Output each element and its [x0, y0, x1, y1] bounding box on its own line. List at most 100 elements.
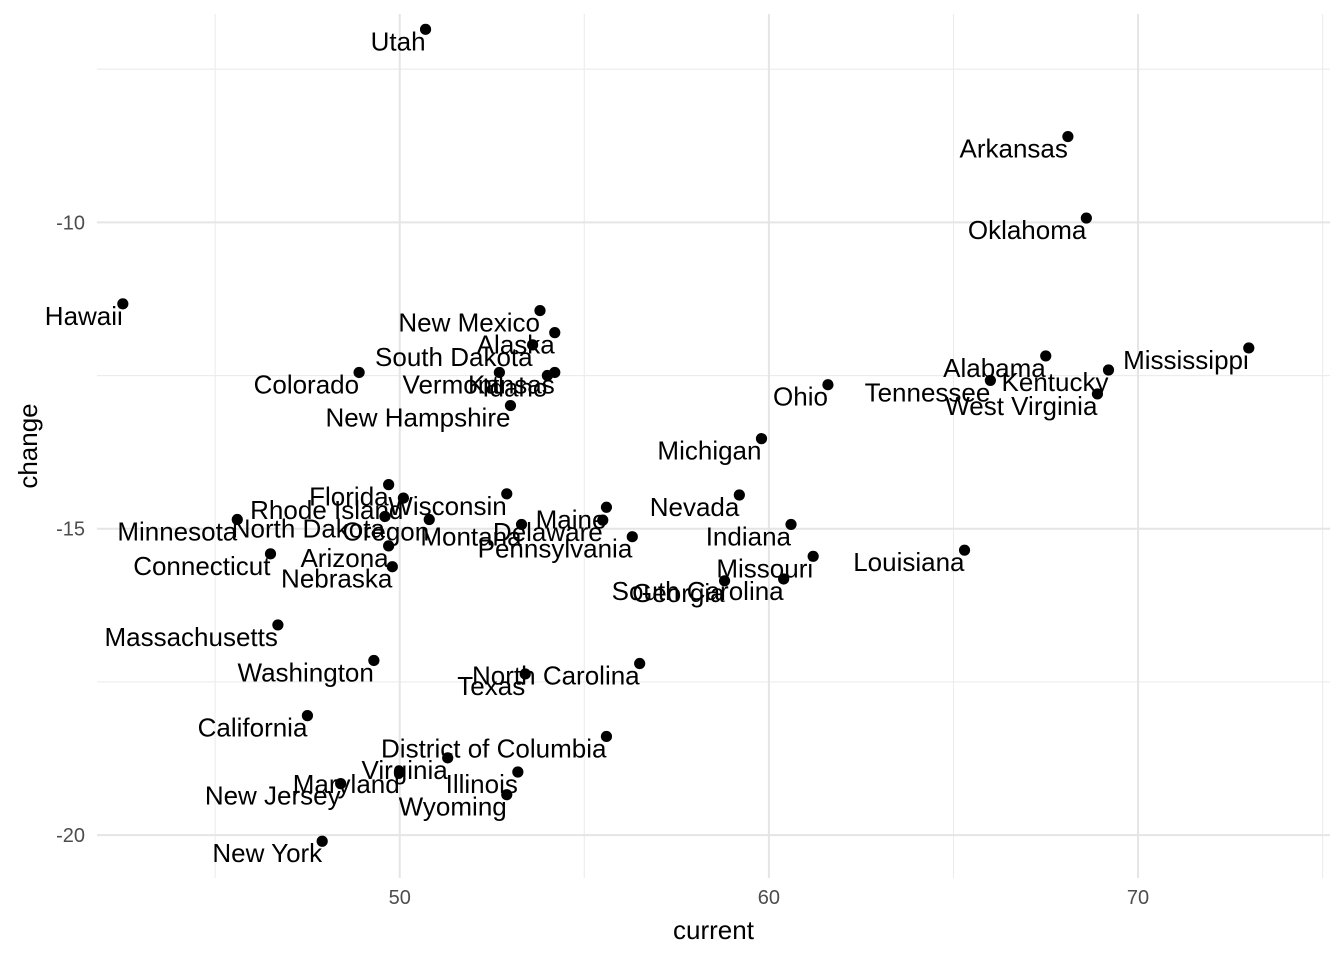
- point-label: District of Columbia: [381, 733, 607, 763]
- data-point: [272, 619, 284, 631]
- point-label: Wyoming: [399, 792, 507, 822]
- point-label: Virginia: [361, 755, 448, 785]
- data-point: [807, 550, 819, 562]
- point-label: Washington: [238, 657, 374, 687]
- point-label: Texas: [457, 671, 525, 701]
- point-label: Pennsylvania: [478, 534, 633, 564]
- y-tick-label: -15: [56, 519, 85, 541]
- point-label: Oklahoma: [968, 215, 1087, 245]
- data-point: [264, 548, 277, 560]
- data-point: [1062, 130, 1074, 143]
- y-tick-label: -10: [56, 212, 85, 234]
- data-point: [822, 379, 834, 391]
- data-point: [733, 489, 745, 501]
- point-label: Missouri: [716, 553, 813, 583]
- data-point: [1243, 342, 1255, 354]
- data-point: [1080, 212, 1092, 224]
- point-label: Illinois: [446, 769, 518, 799]
- point-label: Alabama: [943, 353, 1046, 383]
- data-point: [597, 514, 609, 526]
- point-label: North Dakota: [232, 513, 386, 543]
- point-label: Arizona: [300, 543, 389, 573]
- point-label: Maine: [536, 504, 607, 534]
- y-tick-label: -20: [56, 825, 85, 847]
- data-point: [423, 513, 435, 526]
- data-point: [1102, 364, 1115, 376]
- point-label: Michigan: [657, 436, 761, 466]
- data-points: [117, 23, 1255, 847]
- data-point: [442, 752, 454, 764]
- data-point: [353, 366, 365, 379]
- point-label: Georgia: [632, 578, 725, 608]
- data-point: [634, 657, 646, 670]
- point-label: New Hampshire: [326, 403, 511, 433]
- data-point: [755, 433, 768, 445]
- data-point: [515, 518, 528, 531]
- point-label: West Virginia: [945, 391, 1098, 421]
- data-point: [419, 23, 432, 35]
- point-label: Arkansas: [960, 134, 1068, 164]
- point-label: New York: [212, 838, 323, 868]
- point-label: Maryland: [293, 769, 400, 799]
- x-tick-label: 60: [758, 887, 780, 909]
- data-point: [600, 501, 613, 513]
- point-label: Montana: [420, 521, 522, 551]
- data-point: [626, 531, 638, 543]
- point-label: Vermont: [403, 369, 501, 399]
- data-point: [394, 766, 406, 778]
- point-label: Indiana: [706, 521, 792, 551]
- point-label: Alaska: [477, 330, 556, 360]
- data-point: [549, 327, 561, 339]
- x-axis-title: current: [673, 915, 755, 945]
- data-point: [117, 298, 129, 310]
- data-point: [519, 668, 531, 680]
- grid: [97, 14, 1330, 878]
- data-point: [335, 778, 347, 790]
- point-label: Kentucky: [1002, 367, 1109, 397]
- point-label: Idaho: [482, 373, 547, 403]
- data-point: [785, 518, 797, 531]
- point-label: Connecticut: [133, 551, 271, 581]
- data-point: [301, 710, 314, 722]
- data-point: [600, 730, 613, 743]
- data-point: [501, 488, 513, 500]
- point-label: Utah: [371, 26, 426, 56]
- x-tick-label: 50: [389, 887, 411, 909]
- data-point: [527, 339, 539, 351]
- point-label: Minnesota: [117, 517, 237, 547]
- point-label: New Jersey: [205, 781, 341, 811]
- point-label: North Carolina: [472, 661, 640, 691]
- point-label: Wisconsin: [388, 491, 506, 521]
- data-point: [1040, 350, 1052, 362]
- point-label: California: [198, 713, 308, 743]
- data-point: [718, 575, 731, 587]
- point-label: Florida: [309, 482, 389, 512]
- point-label: Colorado: [254, 369, 360, 399]
- point-label: Nevada: [650, 492, 740, 522]
- point-label: South Carolina: [612, 576, 785, 606]
- point-label: New Mexico: [398, 308, 540, 338]
- point-label: Massachusetts: [104, 622, 277, 652]
- point-label: Hawaii: [45, 301, 123, 331]
- point-label: Mississippi: [1123, 345, 1249, 375]
- data-point: [534, 304, 546, 317]
- data-point: [501, 789, 513, 801]
- data-point: [541, 369, 553, 382]
- data-point: [504, 399, 517, 412]
- data-point: [316, 835, 328, 847]
- data-point: [397, 492, 410, 504]
- data-point: [383, 540, 395, 552]
- point-labels: Utah Arkansas Oklahoma Hawaii New MexicoAlas…: [45, 26, 1249, 868]
- data-point: [493, 366, 505, 379]
- data-point: [231, 513, 243, 526]
- data-point: [1091, 388, 1104, 400]
- point-label: Nebraska: [281, 564, 393, 594]
- data-point: [984, 374, 996, 387]
- point-label: Oregon: [343, 517, 430, 547]
- data-point: [379, 510, 391, 523]
- point-label: Rhode Island: [250, 495, 403, 525]
- y-axis-title: change: [13, 403, 43, 488]
- data-point: [368, 654, 380, 667]
- point-label: Tennessee: [865, 377, 991, 407]
